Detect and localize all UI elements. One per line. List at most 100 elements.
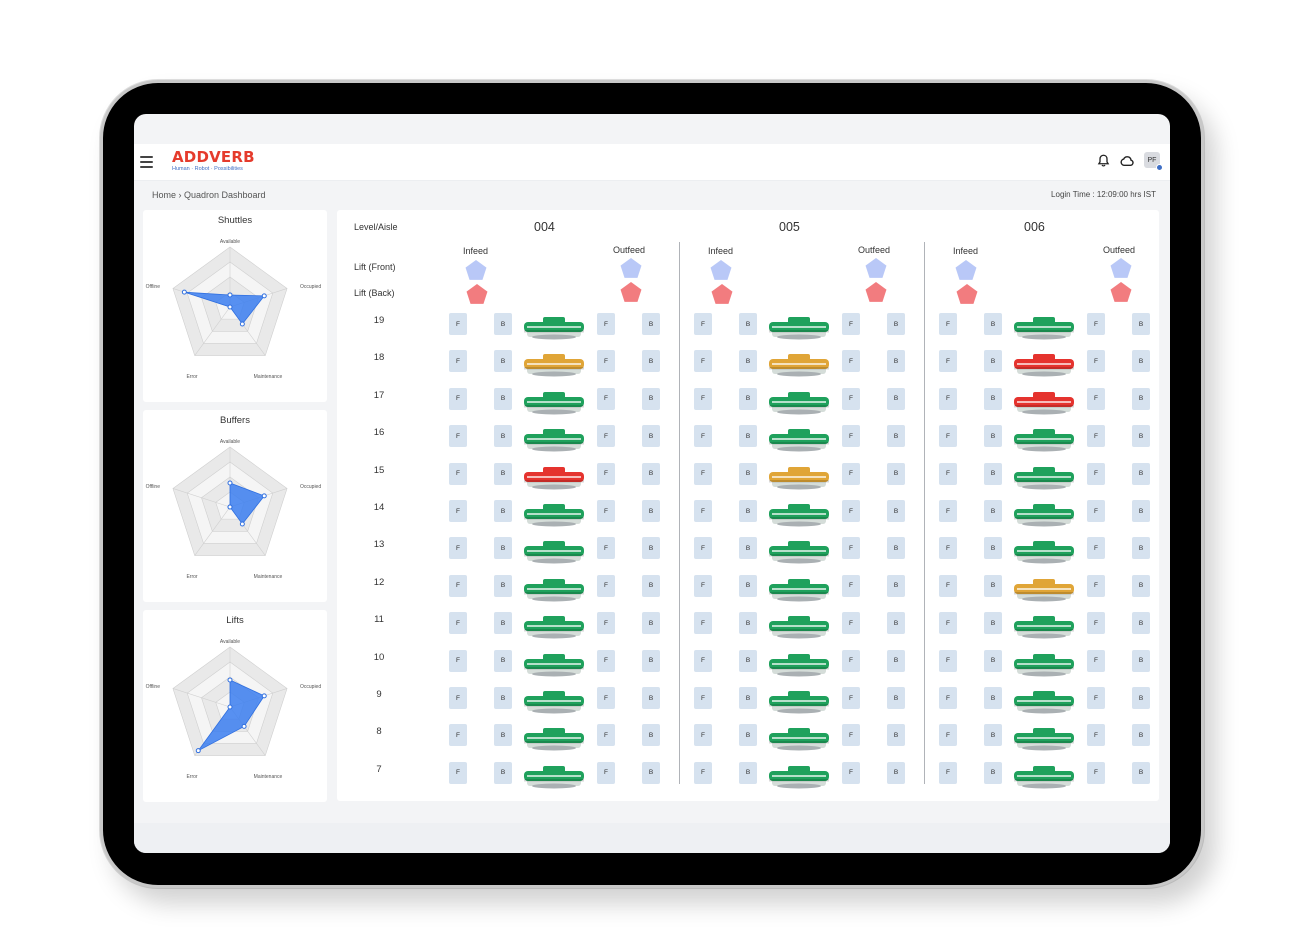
front-slot-left[interactable]: F: [939, 687, 957, 709]
shuttle-icon[interactable]: [523, 651, 585, 677]
lift-front-infeed-icon[interactable]: [464, 258, 488, 282]
shuttle-icon[interactable]: [523, 538, 585, 564]
radar-data-point[interactable]: [227, 304, 233, 310]
back-slot-left[interactable]: B: [739, 425, 757, 448]
lift-front-outfeed-icon[interactable]: [864, 256, 888, 280]
back-slot-right[interactable]: B: [642, 574, 660, 597]
front-slot-right[interactable]: F: [597, 574, 615, 597]
shuttle-icon[interactable]: [523, 389, 585, 415]
shuttle-icon[interactable]: [523, 613, 585, 639]
back-slot-right[interactable]: B: [887, 724, 905, 747]
back-slot-left[interactable]: B: [494, 350, 512, 373]
back-slot-left[interactable]: B: [494, 387, 512, 410]
back-slot-right[interactable]: B: [1132, 724, 1150, 747]
front-slot-right[interactable]: F: [842, 574, 860, 597]
shuttle-icon[interactable]: [1013, 688, 1075, 714]
front-slot-right[interactable]: F: [842, 462, 860, 485]
front-slot-right[interactable]: F: [842, 649, 860, 672]
radar-data-point[interactable]: [239, 521, 245, 527]
lift-back-infeed-icon[interactable]: [465, 282, 489, 306]
front-slot-right[interactable]: F: [1087, 649, 1105, 672]
front-slot-left[interactable]: F: [449, 387, 467, 410]
back-slot-right[interactable]: B: [642, 387, 660, 410]
back-slot-right[interactable]: B: [642, 724, 660, 747]
front-slot-right[interactable]: F: [1087, 537, 1105, 560]
front-slot-right[interactable]: F: [842, 687, 860, 709]
back-slot-left[interactable]: B: [494, 313, 512, 335]
shuttle-icon[interactable]: [768, 613, 830, 639]
front-slot-left[interactable]: F: [449, 612, 467, 635]
back-slot-left[interactable]: B: [984, 612, 1002, 635]
radar-data-point[interactable]: [261, 293, 267, 299]
back-slot-right[interactable]: B: [642, 687, 660, 709]
front-slot-left[interactable]: F: [939, 574, 957, 597]
brand-logo[interactable]: ADDVERB Human · Robot · Possibilities: [172, 149, 255, 173]
shuttle-icon[interactable]: [1013, 426, 1075, 452]
radar-data-point[interactable]: [181, 289, 187, 295]
shuttle-icon[interactable]: [1013, 651, 1075, 677]
front-slot-right[interactable]: F: [597, 761, 615, 784]
front-slot-right[interactable]: F: [597, 387, 615, 410]
radar-data-point[interactable]: [227, 504, 233, 510]
front-slot-right[interactable]: F: [842, 387, 860, 410]
back-slot-left[interactable]: B: [984, 500, 1002, 522]
shuttle-icon[interactable]: [1013, 725, 1075, 751]
radar-data-point[interactable]: [241, 723, 247, 729]
front-slot-left[interactable]: F: [694, 387, 712, 410]
back-slot-right[interactable]: B: [1132, 462, 1150, 485]
back-slot-right[interactable]: B: [887, 313, 905, 335]
shuttle-icon[interactable]: [1013, 613, 1075, 639]
shuttle-icon[interactable]: [768, 576, 830, 602]
back-slot-right[interactable]: B: [887, 500, 905, 522]
shuttle-icon[interactable]: [1013, 464, 1075, 490]
back-slot-left[interactable]: B: [739, 687, 757, 709]
back-slot-left[interactable]: B: [739, 612, 757, 635]
shuttle-icon[interactable]: [768, 651, 830, 677]
back-slot-right[interactable]: B: [887, 761, 905, 784]
back-slot-left[interactable]: B: [494, 687, 512, 709]
front-slot-right[interactable]: F: [842, 350, 860, 373]
shuttle-icon[interactable]: [768, 725, 830, 751]
shuttle-icon[interactable]: [523, 688, 585, 714]
back-slot-left[interactable]: B: [739, 350, 757, 373]
back-slot-right[interactable]: B: [887, 462, 905, 485]
back-slot-right[interactable]: B: [1132, 387, 1150, 410]
front-slot-right[interactable]: F: [597, 612, 615, 635]
front-slot-left[interactable]: F: [449, 537, 467, 560]
front-slot-left[interactable]: F: [694, 574, 712, 597]
front-slot-left[interactable]: F: [939, 724, 957, 747]
front-slot-left[interactable]: F: [694, 350, 712, 373]
front-slot-right[interactable]: F: [1087, 387, 1105, 410]
back-slot-left[interactable]: B: [494, 649, 512, 672]
front-slot-left[interactable]: F: [449, 687, 467, 709]
shuttle-icon[interactable]: [1013, 389, 1075, 415]
front-slot-right[interactable]: F: [1087, 574, 1105, 597]
front-slot-left[interactable]: F: [449, 462, 467, 485]
shuttle-icon[interactable]: [523, 501, 585, 527]
front-slot-left[interactable]: F: [449, 313, 467, 335]
lift-back-infeed-icon[interactable]: [955, 282, 979, 306]
front-slot-right[interactable]: F: [842, 425, 860, 448]
back-slot-right[interactable]: B: [1132, 612, 1150, 635]
front-slot-left[interactable]: F: [939, 537, 957, 560]
back-slot-right[interactable]: B: [642, 761, 660, 784]
lift-back-outfeed-icon[interactable]: [619, 280, 643, 304]
back-slot-left[interactable]: B: [494, 574, 512, 597]
back-slot-left[interactable]: B: [494, 612, 512, 635]
front-slot-right[interactable]: F: [1087, 313, 1105, 335]
front-slot-right[interactable]: F: [1087, 724, 1105, 747]
shuttle-icon[interactable]: [523, 464, 585, 490]
back-slot-right[interactable]: B: [887, 687, 905, 709]
radar-data-point[interactable]: [227, 292, 233, 298]
front-slot-left[interactable]: F: [694, 313, 712, 335]
back-slot-right[interactable]: B: [887, 387, 905, 410]
back-slot-left[interactable]: B: [984, 761, 1002, 784]
shuttle-icon[interactable]: [768, 426, 830, 452]
front-slot-right[interactable]: F: [1087, 425, 1105, 448]
front-slot-left[interactable]: F: [694, 649, 712, 672]
front-slot-left[interactable]: F: [939, 500, 957, 522]
front-slot-right[interactable]: F: [842, 313, 860, 335]
back-slot-left[interactable]: B: [984, 724, 1002, 747]
back-slot-left[interactable]: B: [739, 313, 757, 335]
back-slot-left[interactable]: B: [739, 537, 757, 560]
